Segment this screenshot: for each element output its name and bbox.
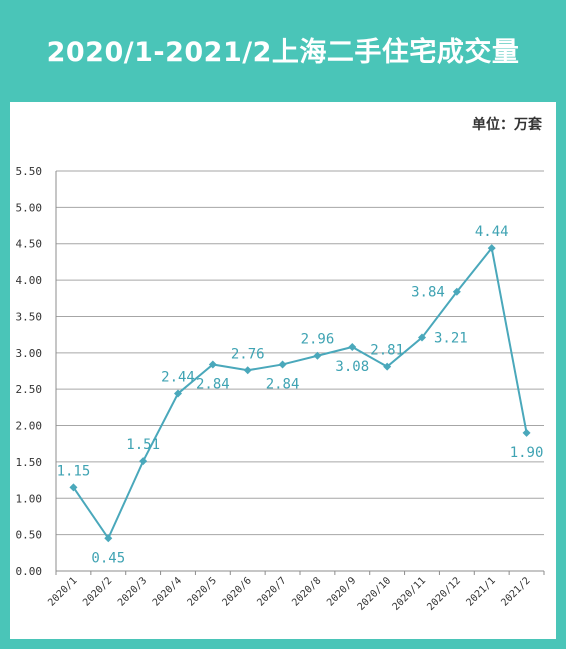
- y-tick-label: 3.00: [16, 347, 43, 360]
- data-label: 3.84: [411, 285, 445, 301]
- chart-panel: [10, 102, 556, 639]
- data-label: 3.21: [434, 331, 468, 347]
- x-tick-label: 2020/8: [290, 575, 323, 608]
- x-tick-label: 2020/3: [116, 575, 149, 608]
- data-label: 2.84: [196, 376, 230, 392]
- y-tick-label: 0.00: [16, 565, 43, 578]
- data-point: [487, 244, 496, 253]
- data-point: [452, 287, 461, 296]
- data-point: [383, 362, 392, 371]
- data-point: [522, 428, 531, 437]
- data-label: 1.15: [57, 463, 91, 479]
- data-point: [278, 360, 287, 369]
- y-tick-label: 1.50: [16, 456, 43, 469]
- data-label: 1.51: [126, 437, 160, 453]
- unit-label: 单位：万套: [472, 117, 542, 133]
- data-labels: 1.150.451.512.44 2.842.762.842.963.082.81…: [57, 224, 544, 566]
- series-layer: [69, 244, 531, 543]
- x-tick-label: 2020/7: [255, 575, 288, 608]
- x-tick-label: 2020/11: [391, 575, 429, 613]
- y-tick-label: 5.50: [16, 165, 43, 178]
- data-point: [174, 389, 182, 398]
- data-point: [348, 343, 357, 351]
- data-label: 4.44: [475, 224, 509, 240]
- y-tick-label: 2.50: [16, 383, 43, 396]
- x-tick-label: 2020/5: [186, 575, 219, 608]
- data-label: 2.81: [370, 343, 404, 359]
- x-tick-label: 2020/1: [46, 575, 79, 608]
- data-label: 1.90: [510, 445, 544, 461]
- data-label: 3.08: [335, 359, 369, 375]
- y-axis-ticks: 0.00 0.50 1.00 1.50 2.00 2.50 3.00 3.50 4.00 4.50…: [16, 165, 43, 578]
- y-tick-label: 4.00: [16, 274, 43, 287]
- y-tick-label: 1.00: [16, 492, 43, 505]
- x-tick-label: 2020/2: [81, 575, 114, 608]
- x-tick-label: 2021/1: [465, 575, 498, 608]
- data-point: [418, 333, 426, 342]
- x-tick-label: 2020/10: [356, 575, 394, 613]
- data-point: [313, 351, 322, 360]
- data-label: 2.96: [301, 332, 335, 348]
- data-point: [139, 457, 148, 466]
- y-tick-label: 4.50: [16, 238, 43, 251]
- series-line: [72, 245, 528, 541]
- data-point: [243, 366, 252, 375]
- y-tick-label: 0.50: [16, 529, 43, 542]
- y-tick-label: 2.00: [16, 420, 43, 433]
- x-tick-label: 2020/4: [151, 575, 184, 608]
- y-tick-label: 3.50: [16, 310, 43, 323]
- x-tick-label: 2020/12: [425, 575, 463, 613]
- x-tick-label: 2021/2: [499, 575, 532, 608]
- data-point: [104, 534, 113, 543]
- data-label: 0.45: [91, 550, 125, 566]
- data-label: 2.76: [231, 346, 265, 362]
- gridlines: [55, 170, 544, 572]
- chart-title: 2020/1-2021/2上海二手住宅成交量: [46, 37, 520, 68]
- data-label: 2.44: [161, 370, 195, 386]
- y-tick-label: 5.00: [16, 201, 43, 214]
- data-label: 2.84: [266, 376, 300, 392]
- x-axis-ticks: 2020/1 2020/2 2020/3 2020/4 2020/5 2020/6 2020…: [46, 571, 545, 613]
- x-tick-label: 2020/9: [325, 575, 358, 608]
- data-point: [69, 483, 78, 492]
- x-tick-label: 2020/6: [221, 575, 254, 608]
- data-point: [208, 360, 217, 369]
